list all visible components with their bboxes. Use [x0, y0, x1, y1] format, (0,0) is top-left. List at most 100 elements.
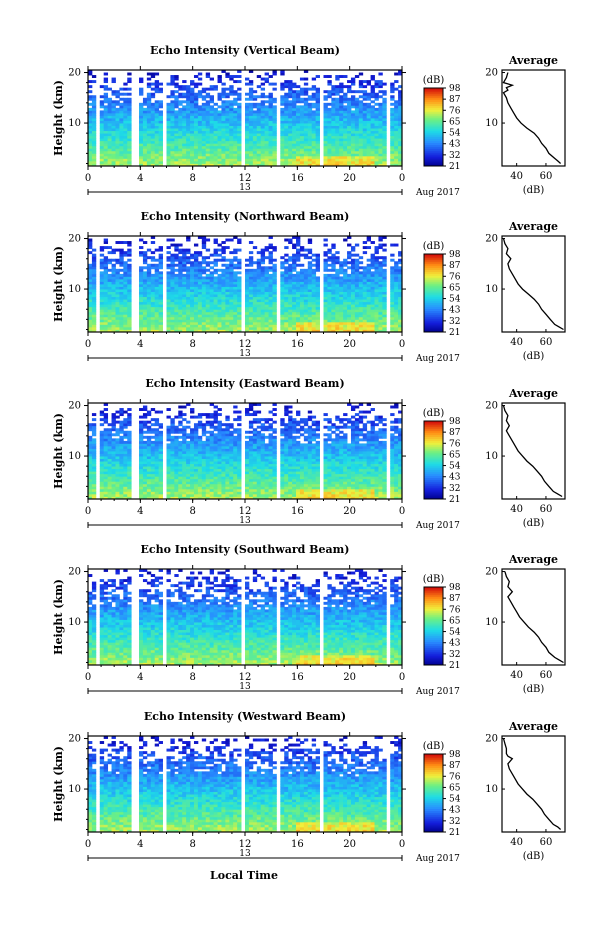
heatmap-cell — [186, 294, 191, 298]
heatmap-cell — [225, 140, 230, 144]
heatmap-cell — [343, 155, 348, 159]
heatmap-cell — [99, 271, 105, 275]
heatmap-cell — [280, 82, 285, 86]
heatmap-cell — [378, 125, 383, 129]
heatmap-cell — [303, 128, 309, 132]
heatmap-cell — [331, 107, 336, 111]
heatmap-cell — [182, 326, 187, 330]
heatmap-cell — [252, 130, 258, 134]
heatmap-cell — [339, 143, 344, 147]
heatmap-cell — [88, 294, 93, 298]
heatmap-cell — [339, 281, 344, 285]
heatmap-cell — [280, 261, 285, 265]
heatmap-cell — [91, 263, 97, 267]
heatmap-cell — [256, 258, 262, 262]
heatmap-cell — [296, 148, 301, 152]
heatmap-cell — [288, 92, 293, 96]
heatmap-cell — [197, 304, 203, 308]
heatmap-cell — [221, 95, 226, 99]
heatmap-cell — [209, 158, 215, 162]
heatmap-cell — [99, 453, 105, 457]
heatmap-cell — [158, 125, 163, 129]
heatmap-cell — [370, 273, 375, 277]
heatmap-cell — [327, 158, 332, 162]
heatmap-cell — [221, 70, 226, 73]
heatmap-cell — [358, 321, 364, 325]
heatmap-cell — [370, 138, 375, 142]
heatmap-cell — [284, 289, 289, 292]
heatmap-cell — [327, 324, 332, 328]
heatmap-cell — [331, 266, 336, 270]
heatmap-cell — [221, 105, 226, 109]
heatmap-cell — [201, 155, 207, 159]
heatmap-cell — [347, 253, 352, 257]
heatmap-cell — [142, 309, 148, 313]
heatmap-cell — [205, 125, 211, 129]
heatmap-cell — [107, 246, 112, 250]
heatmap-cell — [178, 251, 183, 255]
colorbar-step — [424, 257, 443, 261]
heatmap-cell — [331, 92, 336, 96]
heatmap-cell — [119, 105, 124, 109]
heatmap-cell — [362, 138, 368, 142]
heatmap-cell — [398, 110, 403, 114]
heatmap-cell — [205, 92, 211, 96]
heatmap-cell — [252, 319, 258, 323]
heatmap-cell — [123, 324, 128, 328]
heatmap-cell — [237, 306, 242, 310]
heatmap-cell — [213, 319, 218, 323]
heatmap-cell — [182, 278, 187, 282]
heatmap-cell — [354, 263, 360, 267]
heatmap-cell — [99, 321, 105, 325]
heatmap-cell — [272, 105, 277, 109]
heatmap-cell — [178, 112, 183, 116]
heatmap-cell — [150, 153, 156, 157]
heatmap-cell — [186, 100, 191, 104]
heatmap-cell — [146, 314, 152, 318]
heatmap-cell — [99, 133, 105, 137]
heatmap-cell — [390, 85, 395, 89]
heatmap-cell — [347, 158, 352, 162]
heatmap-cell — [303, 125, 309, 129]
heatmap-cell — [366, 284, 372, 287]
heatmap-cell — [174, 102, 179, 106]
heatmap-cell — [170, 253, 175, 257]
heatmap-cell — [103, 85, 109, 89]
heatmap-cell — [115, 448, 120, 452]
heatmap-cell — [248, 148, 254, 152]
heatmap-cell — [315, 256, 320, 260]
heatmap-cell — [127, 153, 132, 157]
heatmap-cell — [103, 112, 109, 116]
heatmap-cell — [256, 135, 262, 139]
heatmap-cell — [272, 296, 277, 300]
heatmap-cell — [303, 284, 309, 287]
heatmap-cell — [99, 478, 105, 482]
heatmap-cell — [323, 299, 328, 303]
heatmap-cell — [88, 133, 93, 137]
heatmap-cell — [107, 324, 112, 328]
heatmap-cell — [158, 153, 163, 157]
heatmap-cell — [350, 118, 356, 121]
heatmap-cell — [158, 311, 163, 315]
heatmap-cell — [91, 291, 97, 295]
heatmap-cell — [103, 491, 109, 495]
heatmap-cell — [264, 148, 269, 152]
heatmap-cell — [190, 294, 195, 298]
heatmap-cell — [296, 326, 301, 330]
heatmap-cell — [245, 289, 250, 292]
heatmap-cell — [88, 271, 93, 275]
heatmap-cell — [335, 155, 340, 159]
heatmap-cell — [390, 294, 395, 298]
heatmap-cell — [127, 80, 132, 84]
heatmap-cell — [139, 128, 144, 132]
heatmap-cell — [288, 329, 293, 333]
heatmap-cell — [213, 110, 218, 114]
heatmap-cell — [354, 150, 360, 154]
heatmap-cell — [256, 105, 262, 109]
heatmap-cell — [378, 138, 383, 142]
heatmap-cell — [358, 324, 364, 328]
heatmap-cell — [233, 289, 238, 292]
heatmap-cell — [154, 120, 160, 124]
heatmap-cell — [370, 163, 375, 167]
heatmap-cell — [260, 291, 266, 295]
